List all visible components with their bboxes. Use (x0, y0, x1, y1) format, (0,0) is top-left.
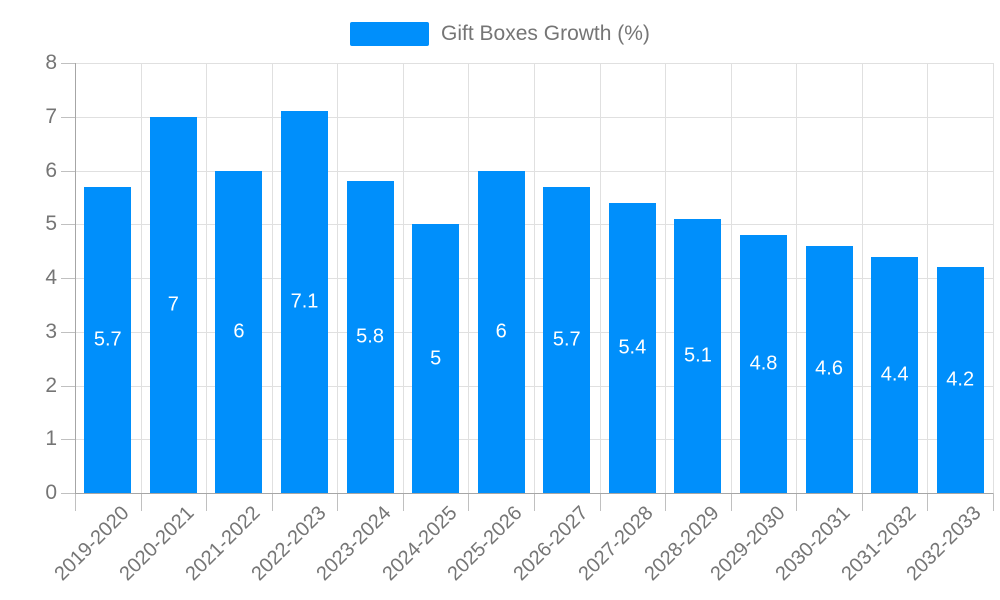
bar-value-label: 5.1 (684, 344, 712, 367)
y-axis-tick (61, 385, 75, 387)
bar-value-label: 5 (430, 347, 442, 370)
y-axis-label: 3 (45, 319, 57, 343)
bar-2032-2033[interactable]: 4.2 (936, 267, 984, 493)
bar-2020-2021[interactable]: 7 (149, 116, 197, 493)
x-gridline (927, 63, 929, 493)
y-axis-tick (61, 439, 75, 441)
legend-label: Gift Boxes Growth (%) (441, 22, 650, 45)
bar-2025-2026[interactable]: 6 (477, 170, 525, 493)
y-axis-tick (61, 170, 75, 172)
y-axis-tick (61, 63, 75, 64)
x-axis-tick (730, 493, 732, 511)
x-axis-tick (861, 493, 863, 511)
bar-2031-2032[interactable]: 4.4 (871, 256, 919, 493)
bar-2030-2031[interactable]: 4.6 (805, 245, 853, 493)
bar-value-label: 5.4 (618, 336, 647, 359)
x-gridline (468, 63, 470, 493)
bar-value-label: 4.2 (946, 368, 975, 391)
bar-2029-2030[interactable]: 4.8 (740, 235, 787, 493)
bar-value-label: 5.8 (356, 325, 384, 348)
x-axis-tick (665, 493, 667, 511)
x-axis-tick (271, 493, 273, 511)
y-axis-line (75, 63, 76, 493)
bar-value-label: 4.4 (880, 363, 909, 386)
x-axis-tick (468, 493, 470, 511)
bar-value-label: 7 (167, 293, 179, 316)
x-gridline (599, 63, 601, 493)
bar-2022-2023[interactable]: 7.1 (281, 111, 328, 493)
bar-value-label: 5.7 (93, 328, 122, 351)
y-axis-label: 6 (45, 158, 57, 182)
y-axis-label: 7 (45, 104, 57, 128)
bar-value-label: 5.7 (552, 328, 581, 351)
x-axis-line (75, 493, 993, 494)
bar-2026-2027[interactable]: 5.7 (543, 186, 591, 493)
x-gridline (140, 63, 142, 493)
legend-row: Gift Boxes Growth (%) (0, 22, 1000, 46)
x-axis-tick (599, 493, 601, 511)
x-gridline (993, 63, 994, 493)
legend-item[interactable]: Gift Boxes Growth (%) (350, 22, 650, 46)
x-gridline (534, 63, 535, 493)
legend-swatch (350, 22, 430, 46)
x-axis-tick (140, 493, 142, 511)
y-axis-tick (61, 331, 75, 333)
x-axis-tick (993, 493, 994, 511)
y-axis-tick (61, 116, 75, 118)
y-axis-label: 4 (45, 266, 57, 289)
x-gridline (861, 63, 863, 493)
x-axis-tick (402, 493, 404, 511)
bar-value-label: 4.6 (815, 357, 843, 380)
x-gridline (730, 63, 732, 493)
bar-2028-2029[interactable]: 5.1 (674, 218, 722, 493)
x-gridline (402, 63, 404, 493)
y-axis-tick (61, 493, 75, 494)
x-axis-tick (796, 493, 798, 511)
x-gridline (271, 63, 273, 493)
x-axis-tick (337, 493, 339, 511)
y-axis-label: 2 (45, 373, 57, 397)
x-axis-tick (206, 493, 208, 511)
y-axis-label: 0 (45, 481, 57, 504)
y-axis-label: 1 (45, 427, 57, 451)
x-axis-tick (75, 493, 76, 511)
y-axis-tick (61, 278, 75, 279)
x-gridline (796, 63, 798, 493)
bar-2027-2028[interactable]: 5.4 (608, 202, 656, 493)
bar-2019-2020[interactable]: 5.7 (84, 186, 132, 493)
x-axis-tick (534, 493, 535, 511)
bar-2024-2025[interactable]: 5 (412, 224, 460, 493)
y-axis-tick (61, 224, 75, 226)
y-axis-label: 8 (45, 51, 57, 74)
y-axis-label: 5 (45, 212, 57, 236)
bar-value-label: 4.8 (749, 352, 778, 375)
x-gridline (665, 63, 667, 493)
x-gridline (206, 63, 208, 493)
x-axis-tick (927, 493, 929, 511)
bar-2023-2024[interactable]: 5.8 (346, 181, 394, 493)
bar-value-label: 6 (495, 320, 507, 343)
bar-2021-2022[interactable]: 6 (215, 170, 263, 493)
x-gridline (337, 63, 339, 493)
bar-value-label: 6 (233, 320, 245, 343)
bar-value-label: 7.1 (290, 290, 319, 313)
